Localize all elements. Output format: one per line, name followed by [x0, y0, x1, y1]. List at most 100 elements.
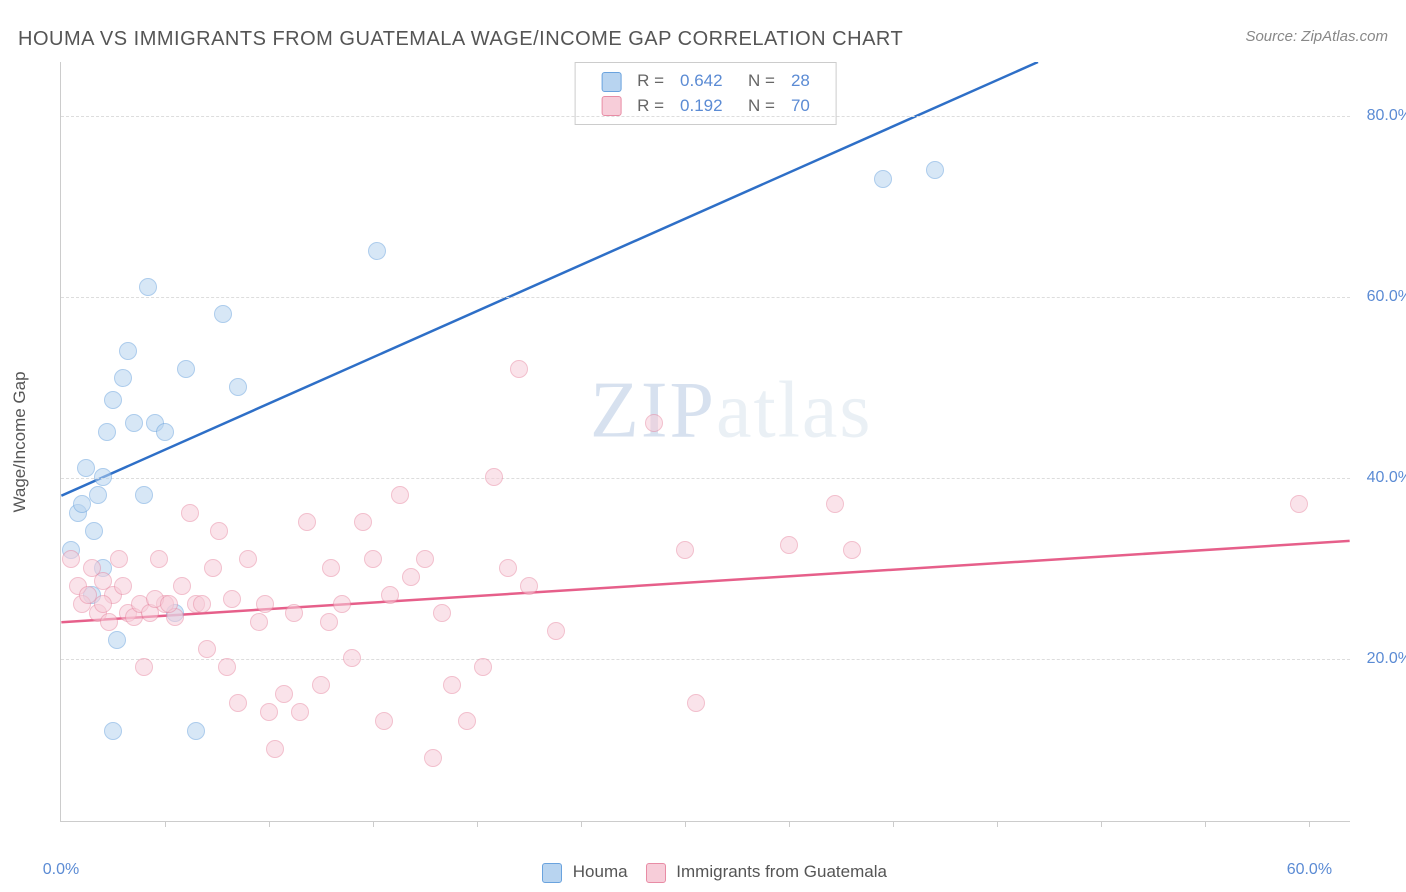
x-tick-mark [997, 821, 998, 827]
scatter-point [150, 550, 168, 568]
x-tick-mark [1309, 821, 1310, 827]
scatter-point [298, 513, 316, 531]
x-tick-mark [373, 821, 374, 827]
scatter-point [181, 504, 199, 522]
scatter-point [139, 278, 157, 296]
scatter-point [77, 459, 95, 477]
x-tick-mark [789, 821, 790, 827]
scatter-point [645, 414, 663, 432]
scatter-point [94, 468, 112, 486]
n-value: 70 [783, 94, 818, 119]
scatter-point [499, 559, 517, 577]
scatter-point [135, 486, 153, 504]
scatter-point [275, 685, 293, 703]
scatter-point [229, 694, 247, 712]
n-value: 28 [783, 69, 818, 94]
scatter-point [239, 550, 257, 568]
scatter-point [416, 550, 434, 568]
y-tick-label: 40.0% [1367, 469, 1406, 487]
scatter-point [424, 749, 442, 767]
scatter-point [73, 495, 91, 513]
scatter-point [375, 712, 393, 730]
gridline [61, 297, 1350, 298]
scatter-point [443, 676, 461, 694]
scatter-point [510, 360, 528, 378]
x-tick-mark [269, 821, 270, 827]
gridline [61, 478, 1350, 479]
scatter-point [94, 595, 112, 613]
scatter-point [285, 604, 303, 622]
scatter-point [926, 161, 944, 179]
scatter-point [874, 170, 892, 188]
x-tick-mark [581, 821, 582, 827]
scatter-point [250, 613, 268, 631]
scatter-point [177, 360, 195, 378]
r-label: R = [629, 69, 672, 94]
scatter-point [474, 658, 492, 676]
stats-row: R =0.192 N =70 [593, 94, 818, 119]
scatter-point [266, 740, 284, 758]
r-label: R = [629, 94, 672, 119]
legend-swatch [601, 72, 621, 92]
scatter-point [322, 559, 340, 577]
x-tick-mark [165, 821, 166, 827]
legend-swatch [646, 863, 666, 883]
scatter-point [89, 486, 107, 504]
stats-row: R =0.642 N =28 [593, 69, 818, 94]
scatter-point [391, 486, 409, 504]
scatter-point [354, 513, 372, 531]
scatter-point [256, 595, 274, 613]
legend-swatch [601, 96, 621, 116]
bottom-legend: Houma Immigrants from Guatemala [61, 862, 1350, 883]
scatter-point [160, 595, 178, 613]
scatter-point [110, 550, 128, 568]
legend-swatch [542, 863, 562, 883]
scatter-point [368, 242, 386, 260]
legend-label: Immigrants from Guatemala [672, 862, 887, 881]
scatter-point [104, 722, 122, 740]
watermark: ZIPatlas [590, 366, 873, 457]
scatter-point [291, 703, 309, 721]
scatter-point [218, 658, 236, 676]
scatter-point [85, 522, 103, 540]
scatter-point [312, 676, 330, 694]
scatter-point [119, 342, 137, 360]
scatter-point [114, 577, 132, 595]
y-tick-label: 20.0% [1367, 650, 1406, 668]
x-tick-label: 0.0% [43, 861, 79, 879]
scatter-point [458, 712, 476, 730]
x-tick-label: 60.0% [1287, 861, 1332, 879]
scatter-point [520, 577, 538, 595]
n-label: N = [731, 94, 783, 119]
gridline [61, 659, 1350, 660]
scatter-point [343, 649, 361, 667]
x-tick-mark [893, 821, 894, 827]
scatter-point [485, 468, 503, 486]
scatter-point [1290, 495, 1308, 513]
x-tick-mark [477, 821, 478, 827]
scatter-point [156, 423, 174, 441]
chart-area: Wage/Income Gap ZIPatlas R =0.642 N =28R… [50, 62, 1390, 822]
scatter-point [198, 640, 216, 658]
scatter-point [214, 305, 232, 323]
scatter-point [100, 613, 118, 631]
scatter-point [433, 604, 451, 622]
y-tick-label: 60.0% [1367, 288, 1406, 306]
scatter-point [62, 550, 80, 568]
scatter-point [114, 369, 132, 387]
scatter-point [320, 613, 338, 631]
plot-area: ZIPatlas R =0.642 N =28R =0.192 N =70 Ho… [60, 62, 1350, 822]
scatter-point [547, 622, 565, 640]
x-tick-mark [685, 821, 686, 827]
r-value: 0.192 [672, 94, 731, 119]
scatter-point [125, 414, 143, 432]
n-label: N = [731, 69, 783, 94]
legend-label: Houma [568, 862, 628, 881]
x-tick-mark [1101, 821, 1102, 827]
scatter-point [229, 378, 247, 396]
scatter-point [402, 568, 420, 586]
scatter-point [364, 550, 382, 568]
scatter-point [333, 595, 351, 613]
scatter-point [687, 694, 705, 712]
scatter-point [193, 595, 211, 613]
